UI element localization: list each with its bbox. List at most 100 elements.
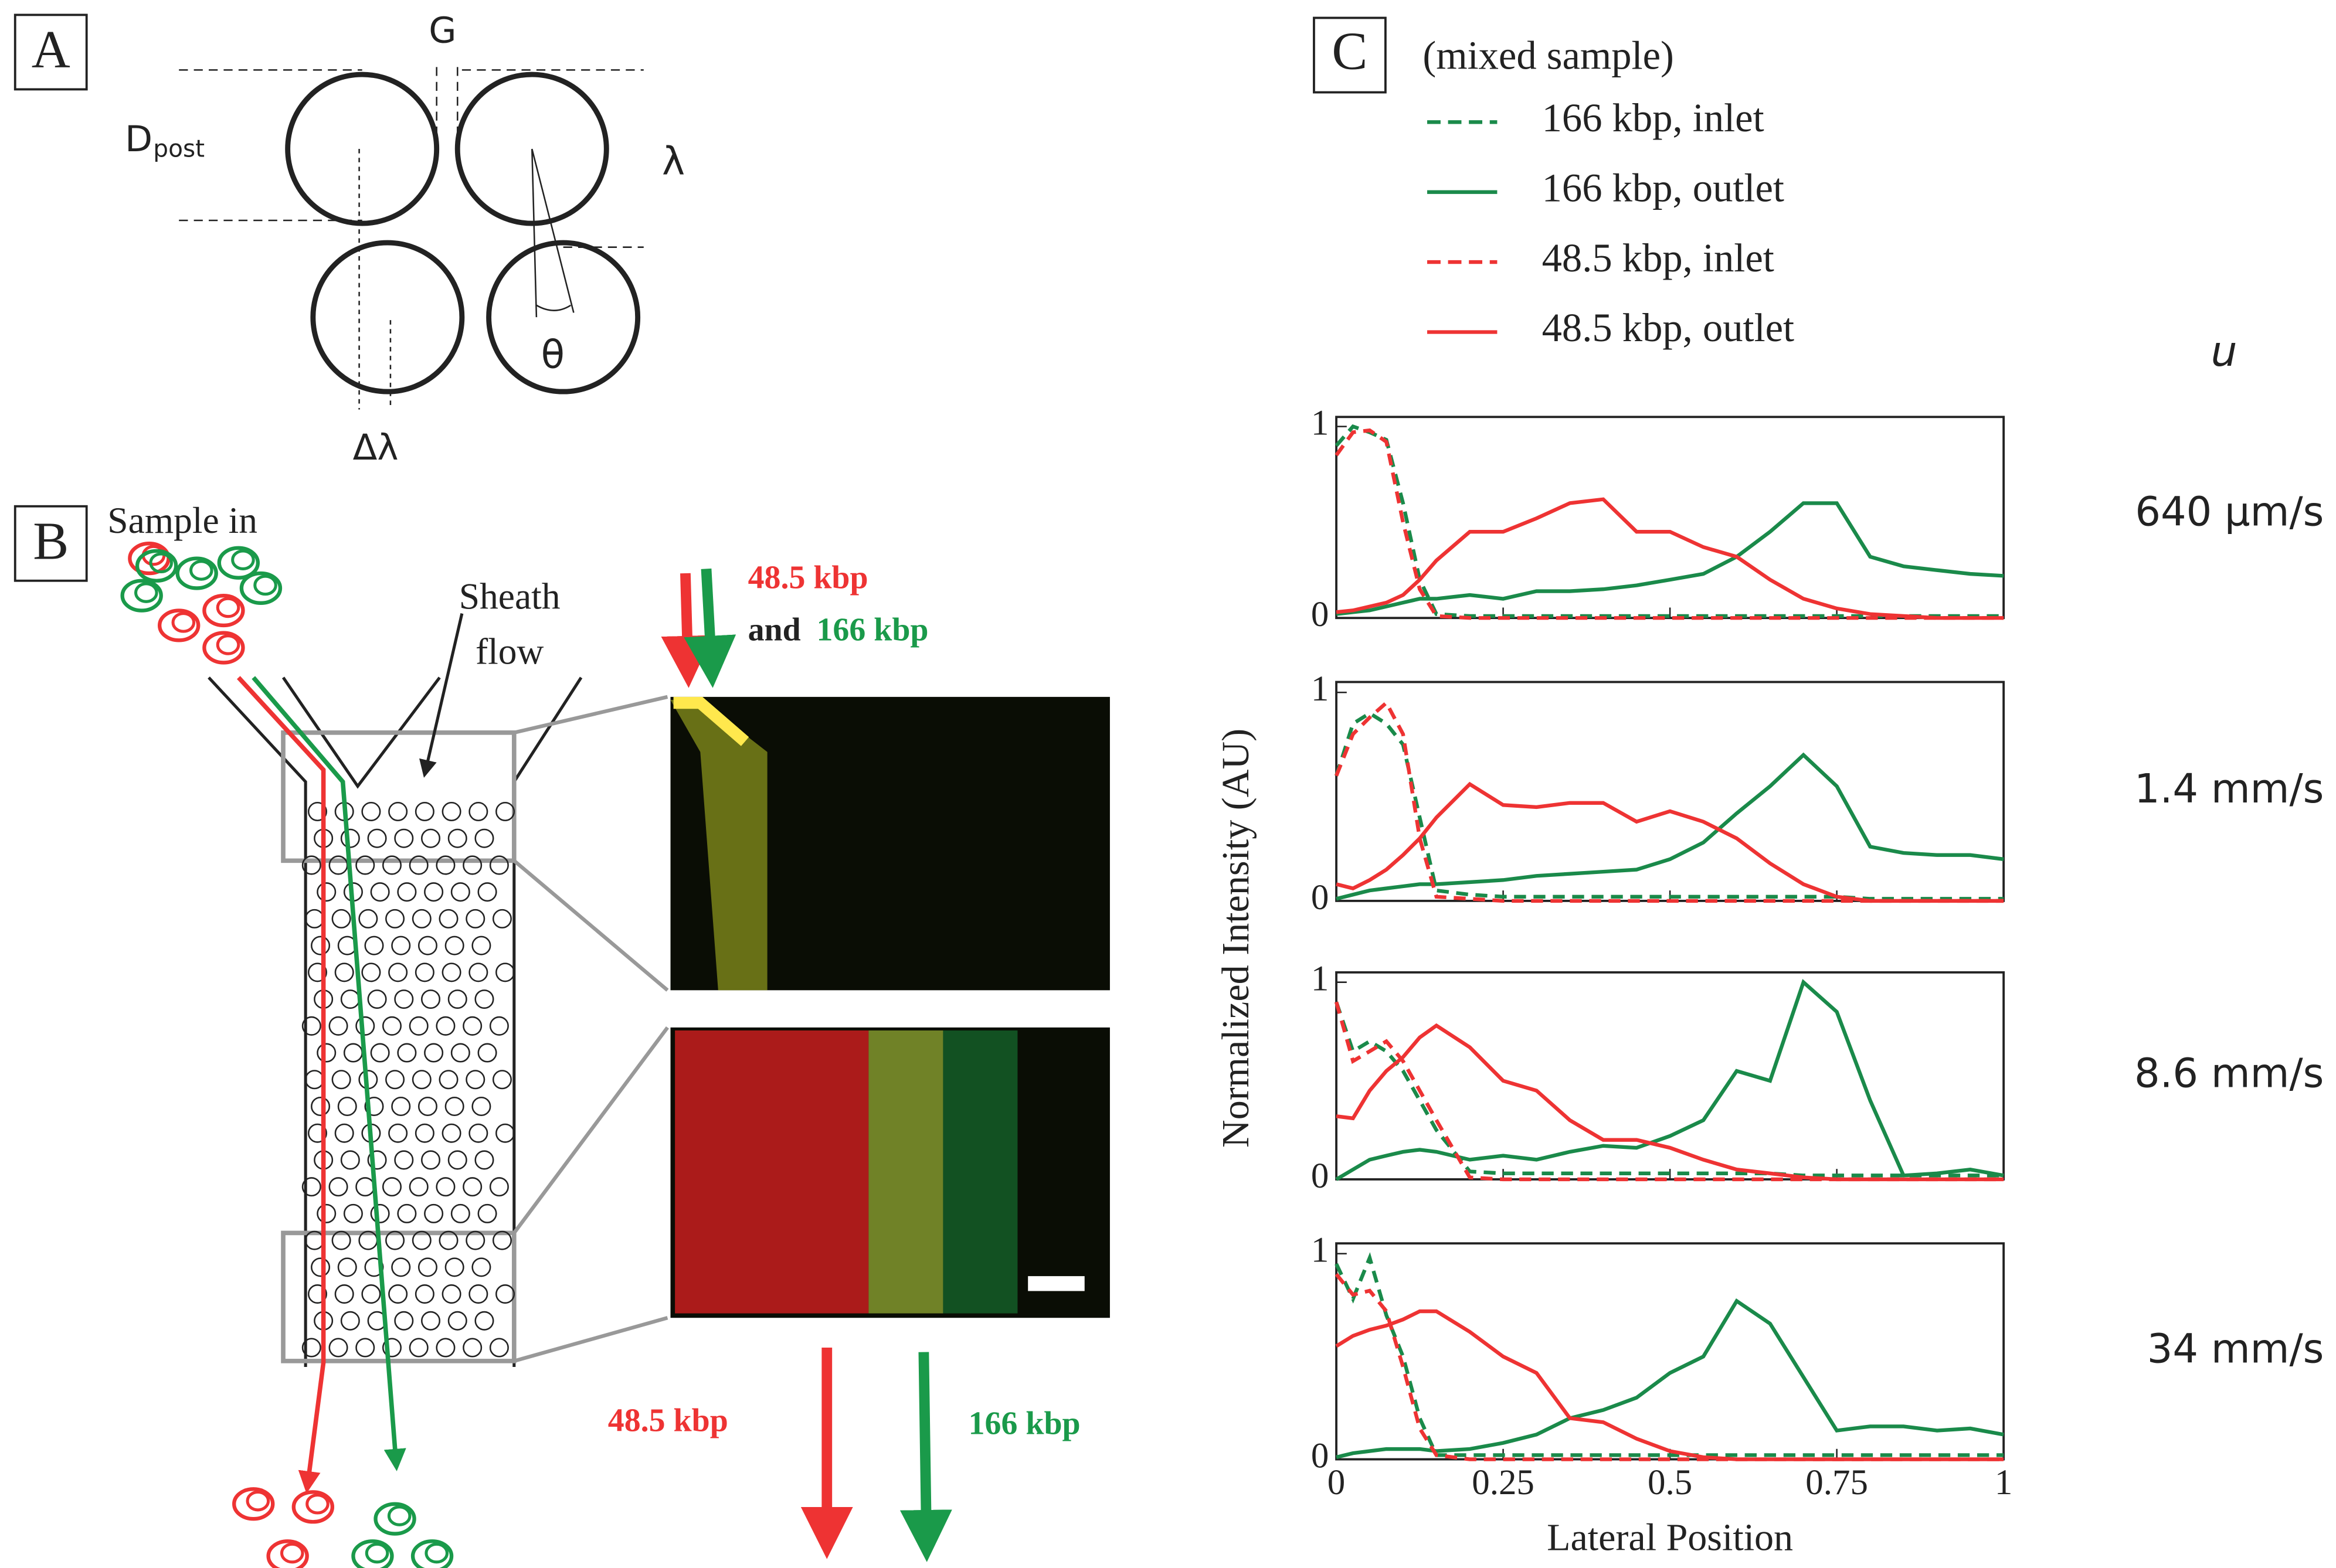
post-hole xyxy=(337,1096,357,1117)
y-tick-label: 1 xyxy=(1311,1231,1329,1270)
post-hole xyxy=(477,1203,497,1223)
dna-coil xyxy=(425,1542,449,1564)
post-hole xyxy=(492,909,512,928)
post-hole xyxy=(471,1257,491,1277)
post-hole xyxy=(382,1177,402,1197)
series-line xyxy=(1336,1023,2004,1182)
post-hole xyxy=(301,855,321,875)
post-hole xyxy=(415,1123,434,1143)
series-line xyxy=(1335,979,2004,1181)
post-hole xyxy=(436,1338,456,1358)
post-hole xyxy=(474,1150,494,1170)
post-hole xyxy=(495,1123,515,1143)
post-hole xyxy=(489,855,509,875)
post-hole xyxy=(301,1338,321,1358)
panel-b xyxy=(13,505,669,1368)
legend-label: 166 kbp, inlet xyxy=(1542,96,1764,140)
post-hole xyxy=(361,962,381,982)
series-line xyxy=(1335,1001,2004,1178)
post-hole xyxy=(463,1177,483,1197)
sheath-label: flow xyxy=(476,630,544,672)
post-hole xyxy=(397,1203,417,1223)
series-line xyxy=(1335,711,2004,901)
post-hole xyxy=(361,801,381,822)
x-tick-label: 0 xyxy=(1327,1463,1345,1502)
post-hole xyxy=(409,1338,429,1358)
label-red: 48.5 kbp xyxy=(748,560,868,596)
post-hole xyxy=(409,855,429,875)
post-hole xyxy=(343,1043,363,1063)
x-axis-label: Lateral Position xyxy=(1547,1516,1793,1559)
post-hole xyxy=(415,1284,434,1304)
dna-coil xyxy=(175,556,218,590)
y-tick-label: 0 xyxy=(1311,1157,1329,1196)
post-hole xyxy=(442,1123,461,1143)
post-hole xyxy=(355,1177,375,1197)
post-hole xyxy=(370,882,390,902)
post-hole xyxy=(492,1230,512,1250)
panel-label-box xyxy=(13,505,88,582)
post-hole xyxy=(466,1070,485,1090)
post-hole xyxy=(444,1096,464,1117)
post-hole xyxy=(397,882,417,902)
post-hole xyxy=(447,1150,467,1170)
post-hole xyxy=(328,1338,348,1358)
post-hole xyxy=(370,1043,390,1063)
dna-coil xyxy=(305,1493,330,1515)
y-tick-label: 0 xyxy=(1311,1437,1329,1476)
post-hole xyxy=(495,1284,515,1304)
post-hole xyxy=(364,936,384,955)
post-hole xyxy=(304,1070,324,1090)
post-hole xyxy=(397,1043,417,1063)
sheath-label: Sheath xyxy=(459,575,561,617)
dna-coil xyxy=(365,1542,389,1564)
dna-coil xyxy=(410,1539,454,1568)
series-line xyxy=(1335,700,2004,903)
post-hole xyxy=(331,1070,351,1090)
y-tick-label: 0 xyxy=(1311,595,1329,634)
post-hole xyxy=(355,855,375,875)
dna-coil xyxy=(280,1542,304,1564)
post-hole xyxy=(424,882,444,902)
outlet-red xyxy=(675,1030,869,1314)
dna-coil xyxy=(149,552,174,574)
speed-label: 1.4 mm/s xyxy=(2134,766,2324,812)
post-hole xyxy=(436,1177,456,1197)
series-line xyxy=(1336,497,2004,620)
gap-label: G xyxy=(429,9,456,51)
sheath-arrow xyxy=(419,613,464,778)
post-hole xyxy=(424,1043,444,1063)
post-hole xyxy=(382,855,402,875)
post-hole xyxy=(415,962,434,982)
dna-coil xyxy=(134,582,158,603)
post-hole xyxy=(421,1150,441,1170)
post-hole xyxy=(343,1203,363,1223)
arrow-green xyxy=(684,568,736,688)
label-green-out: 166 kbp xyxy=(969,1405,1081,1441)
post-hole xyxy=(370,1203,390,1223)
y-tick-label: 0 xyxy=(1311,878,1329,917)
post-hole xyxy=(311,1096,331,1117)
y-tick-label: 1 xyxy=(1311,404,1329,443)
post-hole xyxy=(492,1070,512,1090)
dna-coil xyxy=(351,1539,394,1568)
post-hole xyxy=(394,1150,414,1170)
plot-frame xyxy=(1335,416,2005,620)
series-line xyxy=(1336,501,2004,616)
post-hole xyxy=(471,936,491,955)
post-hole xyxy=(417,1096,437,1117)
arrow-red xyxy=(661,573,714,688)
post-hole xyxy=(415,801,434,822)
zoom-lines xyxy=(512,695,669,1363)
post-hole xyxy=(463,1016,483,1036)
series-line xyxy=(1335,1273,2004,1461)
dna-coil xyxy=(232,1487,275,1521)
dna-coil xyxy=(387,1505,412,1526)
green-path xyxy=(252,676,406,1471)
post-hole xyxy=(307,801,327,822)
post-hole xyxy=(466,1230,485,1250)
post-hole xyxy=(328,1177,348,1197)
panel-label: C xyxy=(1332,22,1367,81)
post-hole xyxy=(394,1311,414,1331)
post xyxy=(285,72,440,226)
